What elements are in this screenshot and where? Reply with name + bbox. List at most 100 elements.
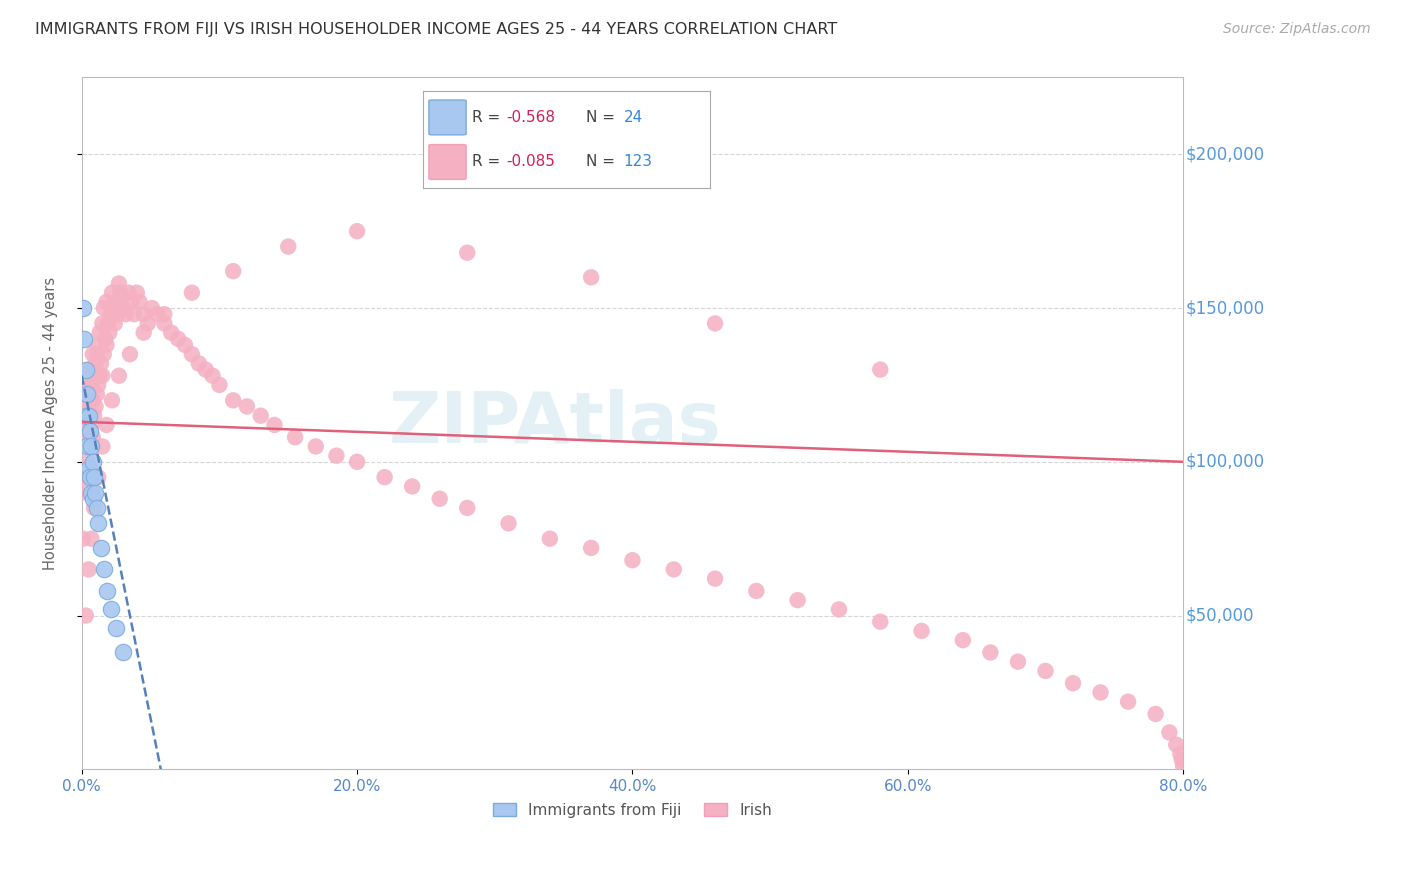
Point: [77, 439, 100, 453]
Point: [1173, 759, 1195, 773]
Point: [869, 362, 891, 376]
Point: [910, 624, 932, 638]
Point: [952, 633, 974, 648]
Point: [704, 572, 727, 586]
Point: [73, 332, 96, 346]
Point: [498, 516, 520, 531]
Point: [75, 608, 97, 623]
Point: [180, 347, 202, 361]
Point: [87, 516, 110, 531]
Point: [86, 387, 108, 401]
Point: [745, 584, 768, 599]
Point: [108, 277, 131, 291]
Point: [187, 356, 209, 370]
Point: [704, 317, 727, 331]
Point: [201, 368, 224, 383]
Text: $150,000: $150,000: [1185, 299, 1264, 317]
Text: IMMIGRANTS FROM FIJI VS IRISH HOUSEHOLDER INCOME AGES 25 - 44 YEARS CORRELATION : IMMIGRANTS FROM FIJI VS IRISH HOUSEHOLDE…: [35, 22, 838, 37]
Point: [284, 430, 307, 444]
Point: [80, 417, 103, 432]
Point: [76, 455, 98, 469]
Point: [180, 285, 202, 300]
Point: [83, 500, 105, 515]
Point: [83, 368, 105, 383]
Point: [86, 500, 108, 515]
Point: [118, 347, 141, 361]
Point: [75, 409, 97, 423]
Point: [73, 393, 96, 408]
Point: [91, 317, 114, 331]
Point: [75, 362, 97, 376]
Point: [77, 562, 100, 576]
Point: [621, 553, 644, 567]
Point: [93, 347, 115, 361]
Point: [153, 317, 176, 331]
Point: [93, 562, 115, 576]
Point: [84, 400, 107, 414]
Point: [82, 455, 104, 469]
Text: ZIPAtlas: ZIPAtlas: [389, 389, 721, 458]
Point: [1144, 706, 1167, 721]
Point: [96, 584, 118, 599]
Point: [84, 356, 107, 370]
Point: [122, 307, 145, 321]
Point: [77, 409, 100, 423]
Point: [236, 400, 259, 414]
Point: [456, 500, 478, 515]
Point: [1170, 747, 1192, 761]
Point: [82, 347, 104, 361]
Point: [101, 393, 124, 408]
Point: [1171, 753, 1194, 767]
Point: [79, 387, 101, 401]
Point: [101, 285, 124, 300]
Point: [114, 307, 136, 321]
Point: [72, 424, 94, 438]
Point: [80, 485, 103, 500]
Point: [1035, 664, 1057, 678]
Point: [153, 307, 176, 321]
Point: [89, 368, 111, 383]
Point: [87, 470, 110, 484]
Point: [456, 245, 478, 260]
Point: [305, 439, 328, 453]
Point: [77, 362, 100, 376]
Point: [90, 541, 112, 555]
Point: [79, 424, 101, 438]
Point: [869, 615, 891, 629]
Point: [136, 317, 159, 331]
Point: [112, 645, 135, 659]
Point: [82, 430, 104, 444]
Point: [72, 532, 94, 546]
Point: [662, 562, 685, 576]
Point: [263, 417, 285, 432]
Point: [91, 368, 114, 383]
Point: [98, 326, 121, 340]
Text: $200,000: $200,000: [1185, 145, 1264, 163]
Point: [1166, 738, 1188, 752]
Point: [125, 285, 148, 300]
Point: [110, 285, 132, 300]
Point: [83, 409, 105, 423]
Point: [167, 332, 190, 346]
Point: [346, 224, 368, 238]
Point: [128, 294, 150, 309]
Point: [828, 602, 851, 616]
Point: [77, 400, 100, 414]
Point: [79, 424, 101, 438]
Point: [1090, 685, 1112, 699]
Point: [538, 532, 561, 546]
Point: [146, 307, 169, 321]
Point: [97, 317, 120, 331]
Point: [346, 455, 368, 469]
Point: [76, 439, 98, 453]
Point: [1007, 655, 1029, 669]
Point: [105, 294, 128, 309]
Point: [208, 378, 231, 392]
Point: [579, 270, 602, 285]
Point: [100, 602, 122, 616]
Point: [91, 439, 114, 453]
Point: [112, 301, 135, 315]
Point: [117, 285, 139, 300]
Point: [82, 491, 104, 506]
Point: [76, 409, 98, 423]
